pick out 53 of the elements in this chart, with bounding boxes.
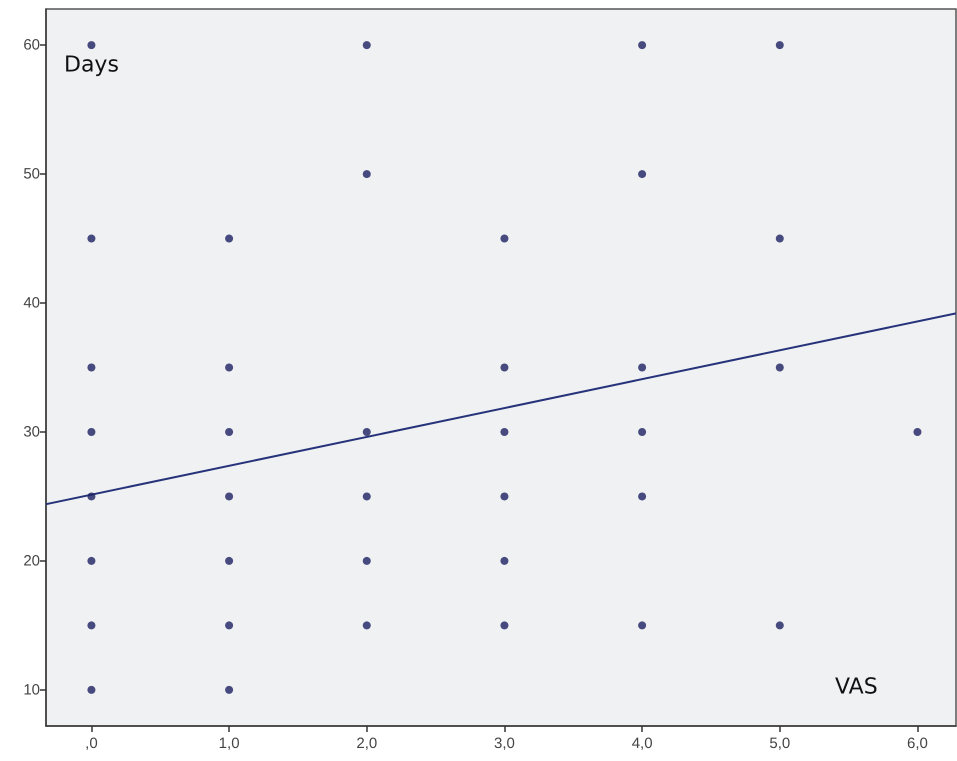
x-tick-label: 4,0 bbox=[632, 735, 653, 752]
y-tick-label: 40 bbox=[23, 294, 40, 312]
y-tick-label: 30 bbox=[23, 423, 40, 440]
point bbox=[87, 364, 96, 372]
point bbox=[500, 621, 508, 630]
point bbox=[913, 428, 922, 436]
x-tick-label: 3,0 bbox=[494, 735, 515, 752]
point bbox=[638, 41, 646, 50]
point bbox=[225, 556, 234, 565]
y-tick-label: 10 bbox=[23, 681, 40, 698]
point bbox=[225, 428, 234, 436]
x-tick-label: 6,0 bbox=[907, 735, 928, 752]
point bbox=[225, 234, 234, 243]
point bbox=[362, 492, 371, 500]
x-axis-title: VAS bbox=[835, 674, 878, 700]
point bbox=[776, 621, 784, 630]
point bbox=[87, 428, 96, 436]
point bbox=[638, 428, 646, 436]
point bbox=[87, 492, 96, 500]
point bbox=[225, 621, 234, 630]
point bbox=[500, 234, 508, 243]
point bbox=[500, 428, 508, 436]
point bbox=[87, 556, 96, 565]
y-tick-label: 60 bbox=[23, 36, 40, 54]
point bbox=[87, 234, 96, 243]
x-tick-label: 2,0 bbox=[356, 735, 378, 752]
point bbox=[362, 170, 371, 178]
point bbox=[225, 686, 234, 694]
point bbox=[776, 364, 784, 372]
point bbox=[500, 492, 508, 500]
x-tick-label: ,0 bbox=[85, 735, 98, 752]
point bbox=[500, 364, 508, 372]
y-tick-label: 20 bbox=[23, 552, 40, 570]
point bbox=[638, 170, 646, 178]
point bbox=[87, 41, 96, 50]
point bbox=[638, 364, 646, 372]
x-tick-label: 1,0 bbox=[218, 735, 240, 752]
point bbox=[362, 556, 371, 565]
point bbox=[225, 364, 234, 372]
point bbox=[225, 492, 234, 500]
point bbox=[87, 621, 96, 630]
y-axis-title: Days bbox=[64, 52, 119, 78]
y-tick-label: 50 bbox=[23, 166, 40, 183]
point bbox=[362, 428, 371, 436]
x-tick-label: 5,0 bbox=[769, 735, 790, 752]
point bbox=[638, 621, 646, 630]
point bbox=[87, 686, 96, 694]
point bbox=[500, 556, 508, 565]
point bbox=[362, 621, 371, 630]
point bbox=[776, 234, 784, 243]
point bbox=[776, 41, 784, 50]
point bbox=[362, 41, 371, 50]
point bbox=[638, 492, 646, 500]
